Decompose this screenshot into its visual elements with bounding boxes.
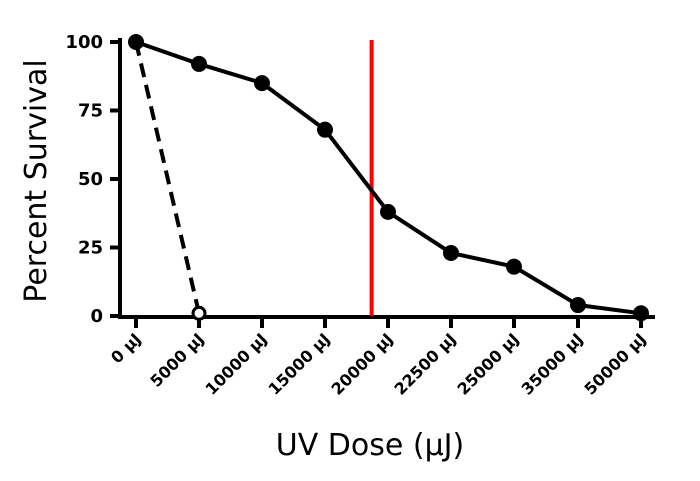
y-tick-label: 25 (78, 238, 103, 259)
y-axis-title: Percent Survival (19, 59, 54, 302)
series-line-dashed (134, 41, 201, 314)
y-tick-label: 50 (78, 169, 103, 190)
x-tick-label: 50000 µJ (581, 329, 650, 398)
series-group (128, 34, 649, 322)
data-point (191, 55, 207, 72)
data-point (191, 305, 207, 321)
data-point (570, 297, 586, 314)
data-point (254, 75, 270, 92)
axes (118, 38, 655, 319)
data-point (633, 305, 649, 322)
x-tick-label: 25000 µJ (454, 329, 523, 398)
x-tick-label: 0 µJ (107, 329, 145, 367)
series-line-solid (135, 40, 642, 316)
x-tick-label: 35000 µJ (518, 329, 587, 398)
data-point (128, 34, 144, 50)
x-axis-title: UV Dose (µJ) (276, 428, 464, 463)
data-point (380, 203, 396, 220)
x-tick-label: 15000 µJ (265, 329, 334, 398)
x-tick-label: 22500 µJ (391, 329, 460, 398)
data-point (317, 121, 333, 138)
x-tick-label: 5000 µJ (146, 329, 207, 390)
y-tick-label: 75 (78, 101, 103, 122)
x-tick-label: 20000 µJ (328, 329, 397, 398)
data-point (443, 244, 459, 261)
y-ticks: 0 25 50 75 100 (65, 32, 120, 327)
y-tick-label: 0 (90, 306, 103, 327)
data-point (506, 258, 522, 275)
x-tick-label: 10000 µJ (202, 329, 271, 398)
y-tick-label: 100 (65, 32, 103, 53)
